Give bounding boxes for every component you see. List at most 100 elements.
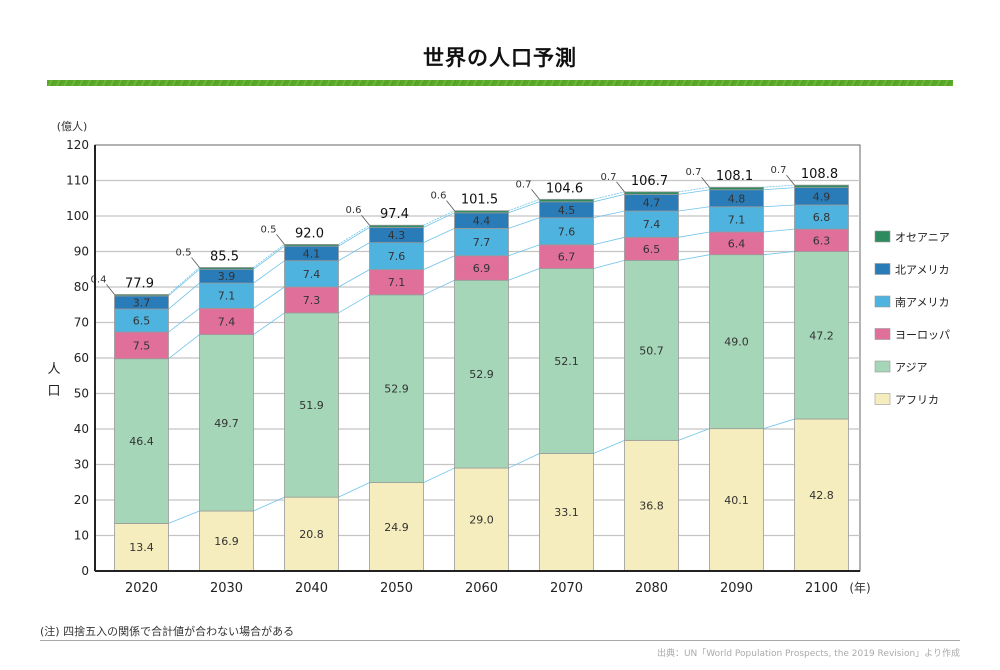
legend-swatch — [874, 328, 891, 340]
bar-segment — [539, 268, 594, 454]
y-tick-label: 50 — [74, 387, 89, 401]
oceania-value-label: 0.5 — [176, 247, 192, 258]
bar-segment — [369, 294, 424, 484]
bar-group-2030: 16.9 49.7 7.4 7.1 3.9 85.5 0.5 — [176, 247, 254, 572]
bar-group-2040: 20.8 51.9 7.3 7.4 4.1 92.0 0.5 — [261, 224, 339, 572]
segment-value-label: 49.0 — [724, 336, 749, 349]
stacked-bar-chart: 13.4 46.4 7.5 6.5 3.7 77.9 0.4 16.9 49.7 7.4 7.1 3.… — [47, 120, 950, 596]
segment-value-label: 6.5 — [133, 315, 151, 328]
y-unit-label: (億人) — [57, 120, 88, 133]
bar-segment — [284, 496, 339, 572]
segment-value-label: 6.3 — [813, 234, 831, 247]
segment-value-label: 7.7 — [473, 236, 491, 249]
total-value-label: 101.5 — [461, 193, 498, 208]
segment-value-label: 4.7 — [643, 197, 661, 210]
connector-line — [338, 242, 370, 262]
legend-swatch — [874, 295, 891, 308]
bar-segment — [794, 204, 849, 230]
legend-label: ヨーロッパ — [895, 329, 950, 342]
legend-label: アフリカ — [895, 394, 939, 407]
legend-item: アフリカ — [874, 393, 939, 407]
connector-line — [763, 204, 795, 208]
connector-line — [253, 245, 285, 270]
bar-segment — [199, 282, 254, 309]
segment-value-label: 7.1 — [388, 276, 406, 289]
bar-segment — [454, 210, 509, 214]
legend-label: オセアニア — [895, 231, 950, 244]
bar-group-2070: 33.1 52.1 6.7 7.6 4.5 104.6 0.7 — [516, 179, 594, 572]
oceania-leader-line — [361, 214, 370, 226]
oceania-value-label: 0.7 — [516, 179, 532, 190]
oceania-leader-line — [531, 189, 540, 200]
oceania-value-label: 0.6 — [431, 191, 447, 202]
title-underline-bar — [47, 80, 953, 86]
bar-group-2060: 29.0 52.9 6.9 7.7 4.4 101.5 0.6 — [431, 191, 509, 572]
segment-value-label: 4.3 — [388, 229, 406, 242]
bar-segment — [199, 267, 254, 270]
connector-line — [763, 184, 795, 188]
connector-line — [508, 201, 540, 214]
total-value-label: 108.8 — [801, 167, 838, 182]
connector-line — [508, 217, 540, 229]
connector-line — [338, 227, 370, 247]
bar-group-2080: 36.8 50.7 6.5 7.4 4.7 106.7 0.7 — [601, 172, 679, 572]
y-tick-label: 70 — [74, 316, 89, 330]
segment-value-label: 16.9 — [214, 535, 239, 548]
connector-line — [508, 198, 540, 212]
bar-segment — [369, 224, 424, 228]
bar-segment — [624, 191, 679, 195]
total-value-label: 77.9 — [125, 276, 154, 291]
segment-value-label: 7.4 — [643, 218, 661, 231]
segment-value-label: 7.5 — [133, 339, 151, 352]
connector-line — [423, 467, 455, 483]
bar-segment — [709, 186, 764, 191]
legend-label: 北アメリカ — [895, 264, 949, 277]
connector-line — [168, 510, 200, 524]
segment-value-label: 7.1 — [218, 290, 236, 303]
total-value-label: 97.4 — [380, 207, 409, 222]
x-tick-label: 2080 — [635, 581, 668, 596]
bar-group-2020: 13.4 46.4 7.5 6.5 3.7 77.9 0.4 — [91, 274, 169, 572]
segment-value-label: 24.9 — [384, 521, 409, 534]
connector-line — [593, 259, 625, 269]
segment-value-label: 13.4 — [129, 541, 154, 554]
segment-value-label: 52.9 — [469, 368, 494, 381]
legend-item: ヨーロッパ — [874, 328, 950, 342]
segment-value-label: 4.1 — [303, 247, 321, 260]
y-tick-label: 110 — [66, 174, 89, 188]
bar-segment — [284, 243, 339, 247]
connector-line — [168, 268, 200, 297]
segment-value-label: 52.9 — [384, 383, 409, 396]
segment-value-label: 36.8 — [639, 500, 664, 513]
segment-value-label: 7.1 — [728, 213, 746, 226]
segment-value-label: 52.1 — [554, 355, 579, 368]
x-unit-label: (年) — [849, 581, 870, 595]
bar-group-2100: 42.8 47.2 6.3 6.8 4.9 108.8 0.7 — [771, 165, 849, 572]
segment-value-label: 50.7 — [639, 344, 664, 357]
connector-line — [338, 294, 370, 314]
bar-segment — [539, 217, 594, 246]
connector-line — [423, 255, 455, 270]
bar-segment — [284, 260, 339, 288]
total-value-label: 92.0 — [295, 226, 324, 241]
oceania-leader-line — [191, 257, 200, 268]
y-tick-label: 60 — [74, 351, 89, 365]
oceania-leader-line — [616, 181, 625, 193]
connector-line — [593, 236, 625, 246]
connector-line — [763, 228, 795, 233]
segment-value-label: 4.9 — [813, 190, 831, 203]
x-tick-label: 2050 — [380, 581, 413, 596]
connector-line — [423, 210, 455, 226]
segment-value-label: 4.5 — [558, 204, 576, 217]
legend-item: オセアニア — [874, 230, 950, 244]
y-tick-label: 0 — [81, 564, 89, 578]
connector-line — [423, 228, 455, 243]
legend-item: 北アメリカ — [874, 263, 949, 277]
legend-swatch — [874, 230, 891, 243]
bar-segment — [624, 439, 679, 572]
oceania-value-label: 0.4 — [91, 274, 107, 285]
connector-line — [338, 482, 370, 498]
source-credit: 出典：UN「World Population Prospects, the 20… — [656, 649, 960, 659]
